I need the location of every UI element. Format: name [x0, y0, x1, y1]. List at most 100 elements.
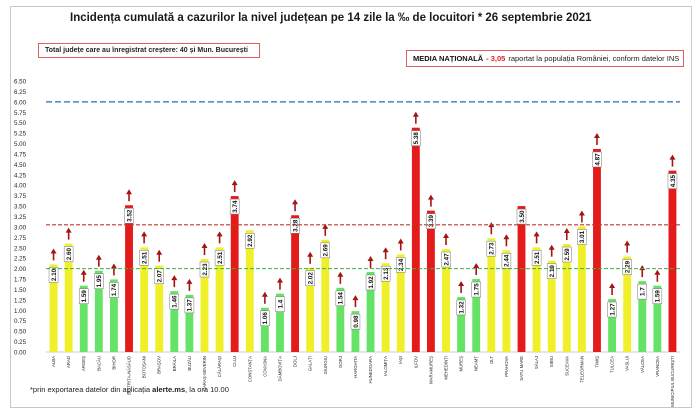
trend-up-arrow-icon [307, 251, 314, 257]
data-label-box [471, 281, 481, 298]
y-tick-label: 2.00 [14, 266, 27, 273]
trend-up-arrow-icon [473, 263, 480, 269]
y-tick-label: 3.50 [14, 204, 27, 211]
chart-frame [10, 6, 692, 408]
y-tick-label: 2.75 [14, 235, 27, 242]
bar [502, 250, 511, 352]
bar [110, 279, 118, 352]
data-label: 2.02 [307, 272, 314, 285]
category-label: BRĂILA [172, 356, 177, 371]
data-label: 4.35 [670, 175, 677, 188]
data-label: 2.19 [549, 265, 556, 278]
data-label-box [229, 198, 240, 215]
trend-up-arrow-icon [141, 231, 148, 237]
category-label: PRAHOVA [504, 356, 509, 377]
data-label: 2.23 [202, 263, 209, 276]
bar [653, 285, 662, 352]
category-label: SIBIU [549, 356, 554, 367]
y-tick-label: 6.00 [14, 99, 27, 106]
trend-up-arrow-icon [367, 255, 374, 261]
y-tick-label: 3.25 [14, 214, 27, 221]
data-label: 2.13 [383, 267, 390, 280]
category-label: CONSTANȚA [247, 356, 252, 382]
data-label: 1.27 [609, 303, 616, 316]
category-label: MEHEDINȚI [444, 356, 449, 380]
y-tick-label: 4.00 [14, 183, 27, 190]
national-average-value: - 3,05 [486, 54, 506, 63]
data-label: 2.73 [489, 242, 496, 255]
bar [638, 281, 647, 352]
bar [94, 270, 103, 352]
summary-box: Total județe care au înregistrat creșter… [38, 43, 260, 58]
bar [215, 247, 224, 352]
data-label-box [214, 250, 225, 266]
data-label-box [411, 130, 421, 146]
data-label-box [199, 261, 210, 278]
bar [260, 307, 269, 352]
bar [623, 256, 632, 352]
bar [532, 247, 541, 352]
data-label-box [592, 151, 602, 168]
trend-up-arrow-icon [503, 234, 510, 240]
data-label: 1.4 [277, 299, 284, 308]
data-label: 1.06 [262, 312, 269, 325]
bar [140, 247, 149, 352]
y-tick-label: 0.00 [14, 350, 27, 357]
category-label: OLT [489, 356, 494, 364]
data-label-box [94, 273, 104, 289]
trend-up-arrow-icon [382, 247, 389, 253]
category-label: DÂMBOVIȚA [277, 356, 282, 381]
category-label: VRANCEA [655, 356, 660, 377]
data-label-box [562, 246, 572, 263]
data-label: 2.07 [157, 270, 164, 283]
bar [668, 170, 677, 352]
category-label: HARGHITA [353, 356, 358, 378]
category-label: MUREȘ [459, 356, 464, 372]
data-label-box [441, 251, 451, 268]
data-label-box [275, 296, 285, 312]
data-label: 3.52 [126, 209, 133, 222]
category-label: BISTRIȚA-NĂSĂUD [127, 356, 132, 395]
category-label: HUNEDOARA [368, 356, 373, 384]
y-tick-label: 1.00 [14, 308, 27, 315]
y-tick-label: 0.50 [14, 329, 27, 336]
trend-up-arrow-icon [609, 283, 616, 289]
bar [306, 267, 315, 352]
bar [245, 230, 254, 352]
data-label: 2.10 [51, 268, 58, 281]
trend-up-arrow-icon [322, 223, 329, 229]
category-label: MARAMUREȘ [428, 356, 433, 384]
y-tick-label: 4.75 [14, 151, 27, 158]
trend-up-arrow-icon [216, 231, 223, 237]
y-tick-label: 4.25 [14, 172, 27, 179]
category-label: TELEORMAN [579, 356, 584, 383]
trend-up-arrow-icon [654, 269, 661, 275]
data-label-box [380, 265, 391, 282]
trend-up-arrow-icon [80, 269, 87, 275]
y-tick-label: 3.00 [14, 224, 27, 231]
trend-up-arrow-icon [352, 295, 359, 301]
data-label-box [139, 250, 149, 266]
trend-up-arrow-icon [156, 249, 163, 255]
trend-up-arrow-icon [578, 210, 585, 216]
category-label: TULCEA [610, 356, 615, 373]
trend-up-arrow-icon [639, 265, 646, 271]
bar [608, 299, 616, 352]
data-label: 2.92 [247, 234, 254, 247]
data-label-box [290, 217, 300, 234]
bar [442, 249, 450, 352]
y-tick-label: 6.25 [14, 89, 27, 96]
category-label: GIURGIU [323, 356, 328, 374]
data-label-box [335, 290, 346, 307]
y-tick-label: 6.50 [14, 79, 27, 86]
category-label: SUCEAVA [564, 356, 569, 376]
data-label-box [124, 207, 134, 224]
bar [321, 239, 330, 352]
data-label-box [652, 288, 663, 304]
national-average-text: raportat la populația României, conform … [508, 54, 680, 63]
trend-up-arrow-icon [397, 238, 404, 244]
trend-up-arrow-icon [110, 263, 117, 269]
data-label-box [667, 173, 678, 189]
y-tick-label: 1.50 [14, 287, 27, 294]
